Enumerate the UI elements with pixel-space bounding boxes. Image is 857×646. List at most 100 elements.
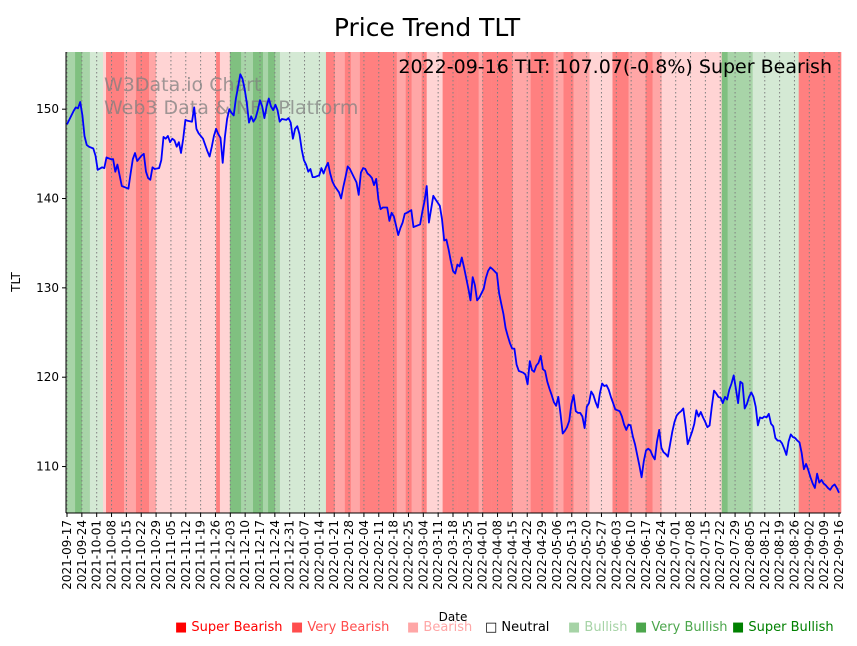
x-tick-label: 2021-09-17: [60, 520, 74, 590]
sentiment-band: [512, 52, 531, 513]
sentiment-band: [652, 52, 662, 513]
legend-label: Super Bearish: [191, 620, 283, 635]
x-tick-label: 2022-02-25: [401, 520, 415, 590]
x-tick-label: 2021-10-08: [105, 520, 119, 590]
sentiment-band: [75, 52, 83, 513]
x-tick-label: 2022-03-18: [446, 520, 460, 590]
x-tick-label: 2022-03-11: [431, 520, 445, 590]
sentiment-bands: [66, 52, 842, 513]
legend-label: Bullish: [584, 620, 628, 635]
y-tick-label: 150: [36, 102, 59, 116]
sentiment-band: [563, 52, 574, 513]
x-tick-label: 2021-10-15: [119, 520, 133, 590]
sentiment-band: [89, 52, 104, 513]
sentiment-band: [478, 52, 483, 513]
legend-marker-icon: ■: [568, 620, 585, 635]
sentiment-band: [645, 52, 653, 513]
x-axis-ticks: 2021-09-17 2021-09-24 2021-10-01 2021-10-08…: [60, 513, 846, 590]
sentiment-band: [721, 52, 728, 513]
x-tick-label: 2021-11-05: [164, 520, 178, 590]
x-tick-label: 2022-03-25: [461, 520, 475, 590]
sentiment-band: [405, 52, 412, 513]
y-tick-label: 130: [36, 281, 59, 295]
sentiment-band: [727, 52, 753, 513]
sentiment-band: [135, 52, 150, 513]
legend-item: ■ Very Bullish: [635, 620, 727, 635]
sentiment-band: [268, 52, 276, 513]
x-tick-label: 2022-06-17: [639, 520, 653, 590]
x-tick-label: 2021-11-12: [179, 520, 193, 590]
y-tick-label: 140: [36, 192, 59, 206]
sentiment-band: [219, 52, 231, 513]
sentiment-band: [442, 52, 458, 513]
y-axis-ticks: 110 120 130 140 150: [36, 102, 66, 474]
price-line: [66, 73, 840, 494]
legend-marker-icon: ■: [407, 620, 424, 635]
x-tick-label: 2021-11-26: [208, 520, 222, 590]
sentiment-band: [798, 52, 842, 513]
sentiment-band: [628, 52, 646, 513]
sentiment-band: [491, 52, 513, 513]
legend-item: ■ Very Bearish: [291, 620, 389, 635]
sentiment-band: [589, 52, 613, 513]
sentiment-band: [262, 52, 269, 513]
x-tick-label: 2022-08-26: [787, 520, 801, 590]
x-tick-label: 2021-10-29: [149, 520, 163, 590]
watermark: W3Data.io Chart Web3 Data & NFT Platform: [104, 74, 358, 119]
legend-label: Neutral: [501, 620, 550, 635]
x-tick-label: 2022-02-11: [372, 520, 386, 590]
legend-label: Bearish: [423, 620, 473, 635]
legend-item: ■ Super Bullish: [732, 620, 834, 635]
x-tick-label: 2022-05-27: [594, 520, 608, 590]
sentiment-band: [426, 52, 443, 513]
x-tick-label: 2021-10-22: [134, 520, 148, 590]
sentiment-band: [396, 52, 407, 513]
x-tick-label: 2022-06-03: [609, 520, 623, 590]
sentiment-band: [124, 52, 137, 513]
x-tick-label: 2022-07-29: [728, 520, 742, 590]
x-tick-label: 2022-07-01: [669, 520, 683, 590]
chart-title: Price Trend TLT: [334, 13, 521, 42]
sentiment-band: [241, 52, 254, 513]
x-tick-label: 2021-12-24: [268, 520, 282, 590]
sentiment-band: [216, 52, 221, 513]
sentiment-band: [279, 52, 327, 513]
x-tick-label: 2022-08-05: [743, 520, 757, 590]
x-tick-label: 2022-04-15: [505, 520, 519, 590]
sentiment-band: [275, 52, 281, 513]
sentiment-band: [82, 52, 91, 513]
x-tick-label: 2022-09-09: [817, 520, 831, 590]
x-tick-label: 2021-11-19: [194, 520, 208, 590]
sentiment-band: [229, 52, 242, 513]
legend-marker-icon: ■: [291, 620, 308, 635]
x-tick-label: 2021-12-03: [223, 520, 237, 590]
legend-label: Very Bullish: [651, 620, 728, 635]
x-tick-label: 2021-12-31: [283, 520, 297, 590]
legend-marker-icon: ■: [175, 620, 192, 635]
legend-marker-icon: □: [485, 620, 502, 635]
y-axis-label: TLT: [9, 271, 23, 292]
x-axis-label: Date: [439, 610, 468, 624]
watermark-line-1: W3Data.io Chart: [104, 74, 261, 96]
sentiment-band: [253, 52, 264, 513]
sentiment-band: [344, 52, 352, 513]
vertical-grid: [66, 52, 840, 513]
x-tick-label: 2022-09-16: [832, 520, 846, 590]
x-tick-label: 2022-06-24: [654, 520, 668, 590]
sentiment-band: [350, 52, 361, 513]
sentiment-band: [334, 52, 346, 513]
x-tick-label: 2022-05-06: [550, 520, 564, 590]
sentiment-band: [149, 52, 157, 513]
sentiment-band: [103, 52, 107, 513]
sentiment-band: [325, 52, 336, 513]
sentiment-band: [411, 52, 422, 513]
latest-price-annotation: 2022-09-16 TLT: 107.07(-0.8%) Super Bear…: [398, 56, 832, 78]
y-tick-label: 120: [36, 370, 59, 384]
x-tick-label: 2022-04-01: [476, 520, 490, 590]
x-tick-label: 2021-09-24: [75, 520, 89, 590]
x-tick-label: 2022-06-10: [624, 520, 638, 590]
x-tick-label: 2022-04-22: [520, 520, 534, 590]
x-tick-label: 2022-05-20: [580, 520, 594, 590]
x-tick-label: 2022-09-02: [802, 520, 816, 590]
sentiment-band: [573, 52, 590, 513]
